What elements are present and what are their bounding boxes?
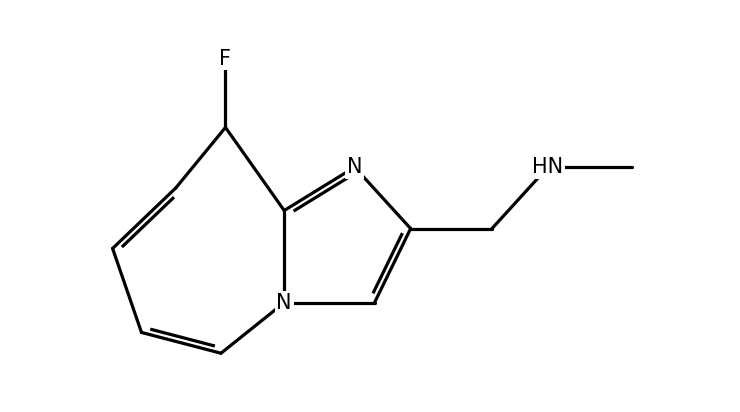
Text: HN: HN (532, 157, 563, 177)
Text: F: F (220, 49, 232, 69)
Text: N: N (277, 293, 292, 313)
Text: N: N (347, 157, 363, 177)
